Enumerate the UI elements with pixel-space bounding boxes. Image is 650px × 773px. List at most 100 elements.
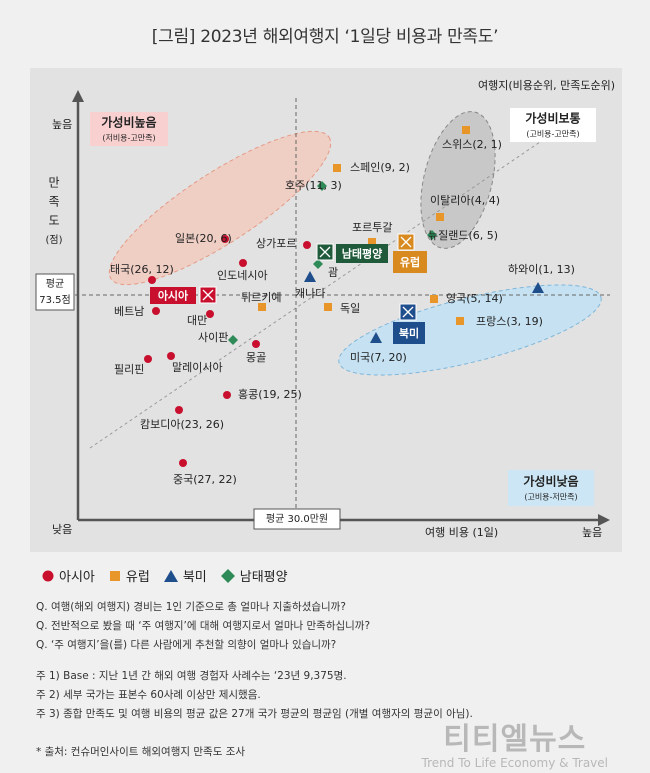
data-point-label: 말레이시아 (172, 361, 223, 374)
data-point-europe (333, 164, 341, 172)
legend: 아시아 유럽 북미 남태평양 (42, 566, 288, 585)
data-point-europe (430, 295, 438, 303)
question-3: Q. ‘주 여행지’을(를) 다른 사람에게 추천할 의향이 얼마나 있습니까? (36, 639, 337, 651)
data-point-label: 스위스(2, 1) (442, 138, 502, 151)
region-tag-asia-box (150, 287, 196, 304)
y-axis-title-char: 도 (48, 214, 59, 228)
data-point-label: 괌 (328, 266, 338, 279)
quadrant-box-bottom-right (508, 470, 594, 506)
legend-label: 남태평양 (239, 570, 288, 585)
legend-item-northamerica: 북미 (163, 566, 207, 585)
diamond-icon (220, 568, 235, 583)
triangle-icon (163, 569, 178, 582)
data-point-label: 홍콩(19, 25) (238, 387, 302, 401)
question-2: Q. 전반적으로 봤을 때 ‘주 여행지’에 대해 여행지로서 얼마나 만족하십… (36, 620, 371, 632)
data-point-northamerica (304, 271, 316, 282)
data-point-europe (462, 126, 470, 134)
y-average-box (35, 273, 75, 311)
data-point-asia (179, 459, 187, 467)
x-average-label: 평균 30.0만원 (266, 513, 328, 525)
data-point-label: 상가포르 (256, 237, 296, 250)
highlight-ellipse-na (338, 284, 602, 376)
data-point-asia (221, 235, 229, 243)
data-point-label: 태국(26, 12) (110, 263, 174, 276)
note-2: 주 2) 세부 국가는 표본수 60사례 이상만 제시했음. (36, 689, 261, 701)
data-point-label: 이탈리아(4, 4) (430, 194, 500, 207)
legend-item-asia: 아시아 (42, 566, 95, 585)
data-point-oceania (317, 181, 327, 191)
oceania-flag-icon-mark (319, 246, 331, 258)
legend-item-europe: 유럽 (109, 566, 150, 585)
data-point-label: 호주(11, 3) (285, 179, 342, 192)
data-point-label: 스페인(9, 2) (350, 161, 410, 174)
y-axis-title-char: 만 (48, 176, 59, 190)
chart-title: [그림] 2023년 해외여행지 ‘1일당 비용과 만족도’ (151, 27, 499, 47)
x-axis-arrow (598, 514, 610, 526)
data-point-label: 독일 (340, 301, 360, 315)
data-point-asia (252, 340, 260, 348)
watermark-logo: 티티엘뉴스 (443, 722, 587, 757)
y-axis-low-label: 낮음 (52, 523, 72, 536)
data-point-label: 튀르키예 (241, 291, 281, 304)
data-point-europe (456, 317, 464, 325)
x-average-box (253, 508, 341, 530)
data-point-label: 뉴질랜드(6, 5) (428, 229, 498, 242)
data-point-label: 프랑스(3, 19) (476, 315, 543, 328)
data-point-asia (167, 352, 175, 360)
legend-item-oceania: 남태평양 (220, 566, 288, 585)
europe-flag-icon-mark (400, 236, 412, 248)
data-point-europe (436, 213, 444, 221)
highlight-ellipse-asia (108, 130, 332, 286)
data-point-label: 포르투갈 (352, 220, 392, 234)
quadrant-title-top-right: 가성비보통 (525, 111, 580, 126)
data-point-northamerica (532, 282, 544, 293)
region-tag-northamerica-box (393, 322, 425, 344)
legend-note: 여행지(비용순위, 만족도순위) (478, 79, 615, 92)
notes: Q. 여행(해외 여행지) 경비는 1인 기준으로 총 얼마나 지출하셨습니까?… (36, 598, 626, 724)
y-average-label: 평균 (46, 278, 64, 290)
x-axis-high-label: 높음 (582, 526, 602, 539)
region-tag-northamerica-label: 북미 (399, 326, 419, 340)
data-point-label: 미국(7, 20) (350, 351, 407, 364)
data-point-label: 필리핀 (114, 363, 144, 376)
quadrant-title-bottom-right: 가성비낮음 (523, 474, 578, 489)
watermark-tagline: Trend To Life Economy & Travel (421, 756, 608, 770)
data-point-label: 일본(20, 6) (175, 231, 232, 245)
data-point-northamerica (370, 332, 382, 343)
data-point-label: 몽골 (246, 351, 266, 364)
data-point-label: 중국(27, 22) (173, 473, 237, 486)
northamerica-flag-icon-mark (402, 306, 414, 318)
quadrant-sub-top-right: (고비용-고만족) (526, 130, 579, 139)
asia-flag-icon-mark (202, 289, 214, 301)
region-tag-europe-box (393, 251, 427, 273)
data-point-asia (152, 307, 160, 315)
note-3: 주 3) 종합 만족도 및 여행 비용의 평균 값은 27개 국가 평균의 평균… (36, 708, 473, 720)
region-tag-oceania-label: 남태평양 (342, 247, 382, 261)
data-point-asia (148, 276, 156, 284)
quadrant-box-top-right (510, 108, 596, 142)
data-point-asia (206, 310, 214, 318)
data-point-europe (258, 303, 266, 311)
data-point-asia (144, 355, 152, 363)
data-point-europe (368, 238, 376, 246)
quadrant-sub-top-left: (저비용-고만족) (102, 134, 155, 143)
x-axis-title: 여행 비용 (1일) (425, 525, 498, 539)
square-icon (109, 570, 120, 581)
data-point-label: 하와이(1, 13) (508, 262, 575, 276)
plot-panel: 높음 낮음 만 족 도 (점) 평균 73.5점 여행 비용 (1일) 높음 평균 30.0만원 여행… (30, 68, 622, 552)
region-tag-asia-label: 아시아 (158, 289, 189, 303)
data-point-label: 사이판 (198, 331, 228, 344)
y-axis-title-char: 족 (48, 195, 59, 209)
data-point-asia (175, 406, 183, 414)
legend-label: 유럽 (125, 570, 150, 585)
quadrant-title-top-left: 가성비높음 (101, 115, 156, 130)
region-tag-oceania-box (336, 244, 388, 263)
data-point-asia (303, 241, 311, 249)
note-1: 주 1) Base : 지난 1년 간 해외 여행 경험자 사례수는 ‘23년 … (36, 670, 347, 682)
y-axis-arrow (72, 90, 84, 102)
data-point-label: 대만 (187, 314, 207, 327)
data-point-label: 베트남 (114, 305, 144, 318)
data-point-oceania (313, 259, 323, 269)
quadrant-box-top-left (90, 112, 168, 146)
